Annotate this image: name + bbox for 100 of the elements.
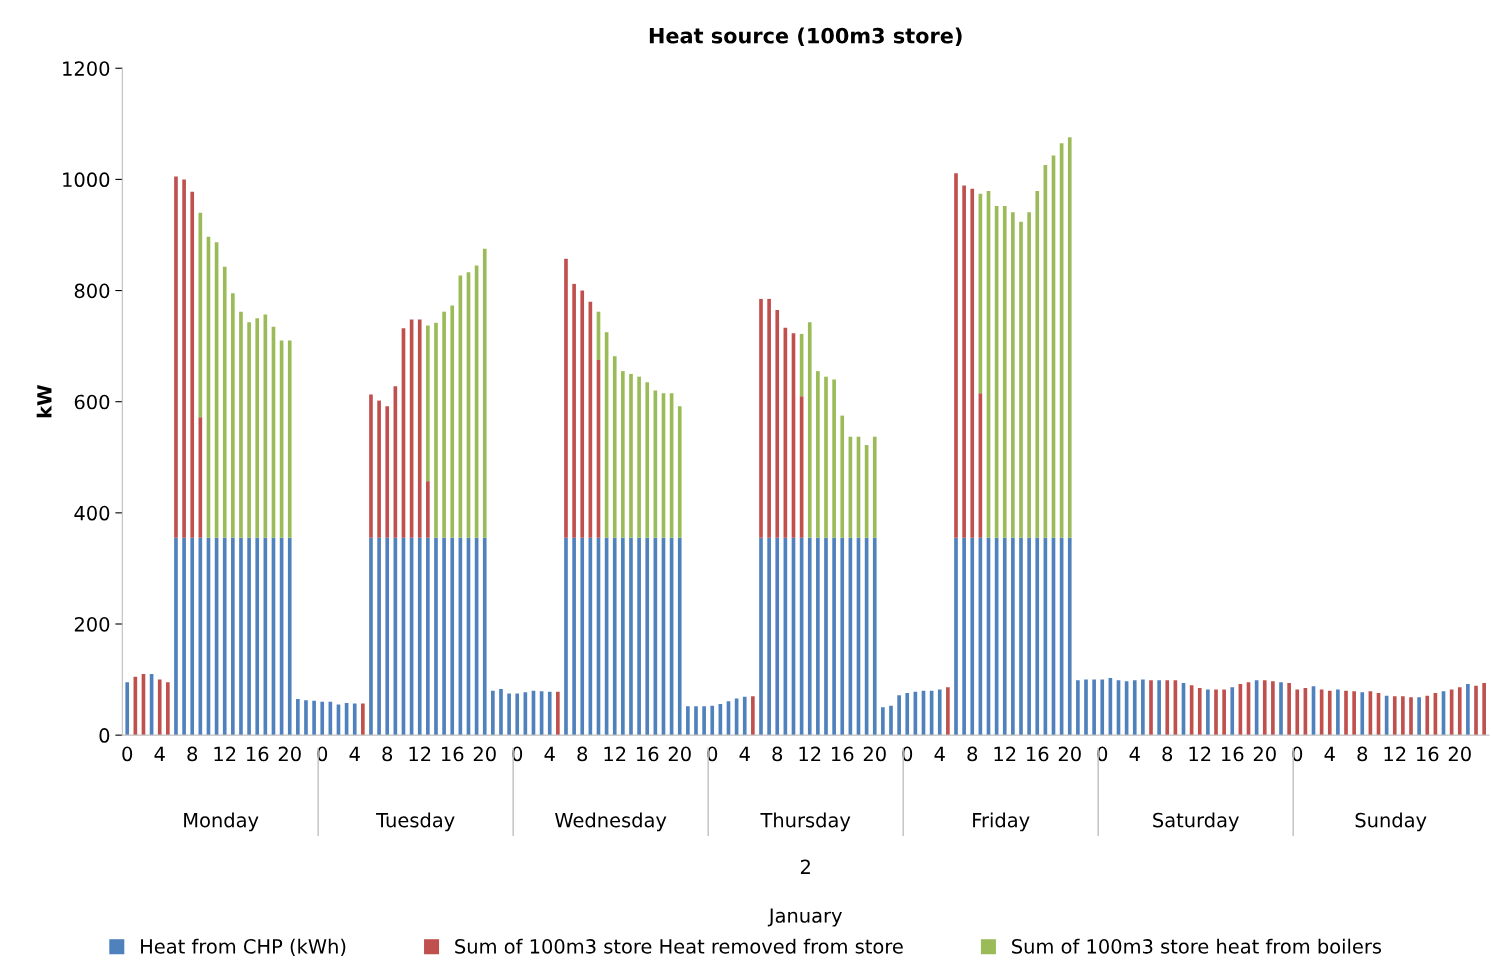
- bar: [507, 693, 511, 736]
- bar: [1027, 537, 1031, 736]
- bar: [1327, 690, 1332, 736]
- x-tick-label: 0: [317, 746, 328, 762]
- y-tick-label: 1000: [63, 172, 110, 188]
- bar: [1002, 537, 1007, 736]
- bar: [442, 311, 446, 538]
- y-axis-title: kW: [36, 385, 52, 418]
- bar: [482, 248, 487, 538]
- bar: [1401, 696, 1405, 736]
- bar: [840, 415, 845, 538]
- bar: [125, 682, 130, 736]
- bar: [1084, 679, 1088, 736]
- x-tick-label: 8: [967, 746, 978, 762]
- bar: [287, 340, 292, 538]
- x-tick-label: 12: [1189, 746, 1211, 762]
- bar: [816, 371, 820, 538]
- bar: [702, 706, 706, 736]
- bar: [222, 537, 227, 736]
- bar: [564, 258, 568, 538]
- text: January: [767, 908, 842, 927]
- bar: [426, 481, 430, 538]
- bar: [1279, 682, 1283, 736]
- bar: [255, 318, 260, 538]
- bar: [1149, 680, 1153, 736]
- bar: [897, 695, 901, 736]
- x-tick-label: 8: [1162, 746, 1173, 762]
- bar: [482, 537, 487, 736]
- bar: [694, 706, 698, 736]
- bar: [1076, 680, 1080, 736]
- bar: [1035, 537, 1040, 736]
- bar: [970, 537, 975, 736]
- x-tick-label: 16: [1222, 746, 1244, 762]
- bar: [239, 537, 243, 736]
- x-tick-label: 0: [902, 746, 913, 762]
- y-tick-label: 1200: [63, 61, 110, 76]
- x-tick-label: 16: [832, 746, 854, 762]
- bar: [742, 696, 747, 736]
- x-tick-label: 12: [994, 746, 1016, 762]
- bar: [369, 537, 373, 736]
- bar: [637, 376, 641, 538]
- bar: [759, 537, 763, 736]
- bar: [547, 691, 552, 736]
- bar: [637, 537, 641, 736]
- bar: [946, 687, 950, 736]
- bar: [1067, 537, 1072, 736]
- bar: [157, 679, 162, 736]
- x-tick-label: 0: [512, 746, 523, 762]
- bar: [1067, 137, 1072, 538]
- bar: [1417, 697, 1421, 736]
- bar: [1262, 680, 1267, 736]
- bar: [954, 537, 958, 736]
- bar: [1197, 687, 1202, 736]
- bar: [621, 371, 625, 538]
- bar: [905, 692, 910, 736]
- bar: [1141, 679, 1145, 736]
- bar: [629, 537, 633, 736]
- text: Wednesday: [555, 812, 667, 832]
- x-tick-label: 20: [1058, 746, 1081, 762]
- bar: [247, 537, 251, 736]
- bar: [1352, 691, 1356, 736]
- y-tick-label: 400: [74, 505, 110, 521]
- text: Friday: [973, 812, 1030, 832]
- x-tick-label: 20: [1253, 746, 1276, 762]
- bar: [174, 537, 178, 736]
- bar: [190, 191, 195, 538]
- bar: [645, 537, 650, 736]
- bar: [1466, 684, 1470, 736]
- bar: [832, 379, 836, 538]
- bar: [352, 703, 357, 736]
- bar: [881, 707, 885, 736]
- bar: [434, 322, 438, 538]
- bar: [1157, 680, 1161, 736]
- bar: [450, 305, 455, 538]
- y-tick-label: 0: [99, 728, 110, 743]
- bar: [417, 537, 422, 736]
- bar: [556, 691, 560, 736]
- bar: [174, 176, 178, 538]
- bar: [1392, 696, 1397, 736]
- bar: [231, 293, 235, 538]
- x-tick-label: 8: [187, 746, 198, 762]
- x-tick-label: 8: [1357, 746, 1368, 762]
- bar: [222, 266, 227, 538]
- x-tick-label: 0: [1097, 746, 1108, 762]
- bar: [970, 188, 975, 538]
- bar: [962, 185, 966, 538]
- x-tick-label: 12: [799, 746, 821, 762]
- legend-label: Heat from CHP (kWh): [141, 938, 346, 957]
- x-tick-label: 4: [1324, 746, 1335, 762]
- bar: [677, 406, 682, 538]
- bar: [767, 298, 771, 538]
- bar: [840, 537, 845, 736]
- bar: [564, 537, 568, 736]
- bar: [385, 406, 390, 538]
- bar: [304, 700, 308, 736]
- bar: [450, 537, 455, 736]
- x-tick-label: 8: [772, 746, 783, 762]
- x-tick-label: 16: [246, 746, 269, 762]
- bar: [832, 537, 836, 736]
- text: 2: [800, 859, 810, 874]
